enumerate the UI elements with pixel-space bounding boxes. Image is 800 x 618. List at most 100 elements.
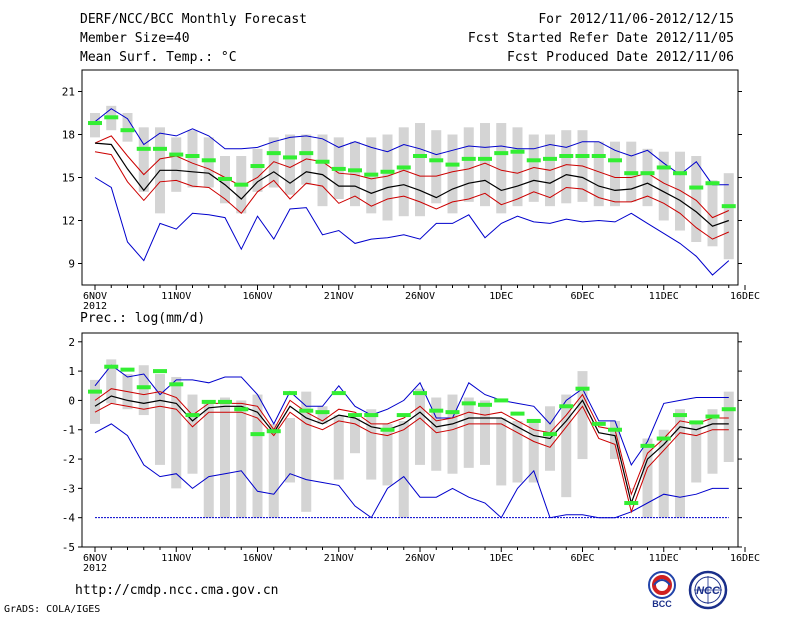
temp-ensemble-box xyxy=(675,151,685,231)
prec-obs-mark xyxy=(250,432,265,437)
prec-obs-mark xyxy=(526,418,541,423)
temp-obs-mark xyxy=(169,152,184,157)
temp-ensemble-box xyxy=(398,127,409,217)
temp-obs-mark xyxy=(234,182,249,187)
prec-ensemble-box xyxy=(691,423,702,483)
temp-ytick-label: 15 xyxy=(62,172,75,185)
bcc-logo: BCC xyxy=(638,570,686,610)
temp-obs-mark xyxy=(153,146,167,151)
temp-ensemble-box xyxy=(252,148,263,192)
prec-mean-line xyxy=(94,395,729,506)
temp-ensemble-box xyxy=(285,134,295,195)
prec-ensemble-box xyxy=(252,394,263,518)
temp-obs-mark xyxy=(283,155,297,160)
temp-ensemble-box xyxy=(447,134,458,214)
prec-ensemble-box xyxy=(707,409,718,474)
temp-obs-mark xyxy=(348,168,362,173)
temp-ensemble-box xyxy=(593,141,604,207)
prec-ytick-label: 2 xyxy=(68,336,75,349)
temp-ensemble-box xyxy=(187,130,198,188)
prec-ensemble-box xyxy=(333,415,344,480)
prec-obs-mark xyxy=(445,410,460,415)
temp-obs-mark xyxy=(250,164,265,169)
prec-obs-mark xyxy=(364,413,379,418)
prec-obs-mark xyxy=(689,420,704,425)
prec-xtick-label: 6NOV xyxy=(83,553,107,564)
prec-obs-mark xyxy=(624,501,639,506)
prec-obs-mark xyxy=(478,402,492,407)
ncc-logo-text: NCC xyxy=(696,585,721,597)
prec-obs-mark xyxy=(396,413,411,418)
prec-obs-mark xyxy=(331,391,346,396)
prec-ensemble-box xyxy=(512,420,523,483)
prec-obs-mark xyxy=(673,413,687,418)
prec-obs-mark xyxy=(136,385,151,390)
prec-ensemble-box xyxy=(447,394,458,474)
temp-ensemble-box xyxy=(610,141,620,207)
temp-obs-mark xyxy=(705,181,720,186)
temp-ensemble-box xyxy=(561,130,572,204)
prec-ensemble-box xyxy=(236,400,247,518)
temp-ensemble-box xyxy=(512,127,523,207)
temp-ensemble-box xyxy=(317,134,328,207)
prec-obs-mark xyxy=(315,410,330,415)
temp-ensemble-box xyxy=(301,134,312,185)
temp-obs-mark xyxy=(510,149,525,154)
temp-obs-mark xyxy=(478,156,492,161)
prec-obs-mark xyxy=(413,391,427,396)
temp-obs-mark xyxy=(461,156,476,161)
prec-ensemble-box xyxy=(480,400,490,465)
prec-xtick-label: 1DEC xyxy=(489,553,513,564)
source-url[interactable]: http://cmdp.ncc.cma.gov.cn xyxy=(75,583,279,598)
temp-xtick-label: 16DEC xyxy=(730,291,760,302)
temp-obs-mark xyxy=(673,171,687,176)
prec-obs-mark xyxy=(153,369,167,374)
prec-ensemble-box xyxy=(220,397,230,518)
prec-obs-mark xyxy=(283,391,297,396)
temp-xtick-label: 21NOV xyxy=(324,291,354,302)
prec-ensemble-box xyxy=(431,397,442,471)
prec-ensemble-box xyxy=(155,374,165,465)
temp-ensemble-box xyxy=(138,127,149,192)
prec-obs-mark xyxy=(705,414,720,419)
temp-obs-mark xyxy=(88,121,102,126)
prec-ensemble-box xyxy=(285,418,295,483)
temp-obs-mark xyxy=(445,162,460,167)
prec-obs-mark xyxy=(494,398,509,403)
prec-ytick-label: 0 xyxy=(68,394,75,407)
prec-obs-mark xyxy=(185,413,200,418)
temp-obs-mark xyxy=(559,154,574,158)
prec-ensemble-box xyxy=(658,429,669,518)
temp-ytick-label: 12 xyxy=(62,215,75,228)
prec-obs-mark xyxy=(234,407,249,412)
temp-ensemble-box xyxy=(528,134,539,202)
temp-obs-mark xyxy=(494,151,509,156)
temp-ensemble-box xyxy=(268,137,279,188)
temp-ytick-label: 9 xyxy=(68,258,75,271)
temp-ensemble-box xyxy=(431,130,442,204)
prec-ensemble-box xyxy=(301,391,312,512)
prec-obs-mark xyxy=(201,399,216,404)
temp-obs-mark xyxy=(136,146,151,151)
temp-xtick-label: 6NOV xyxy=(83,291,107,302)
temp-ensemble-box xyxy=(382,134,393,221)
temp-obs-mark xyxy=(575,154,590,158)
prec-xtick-year: 2012 xyxy=(83,563,107,574)
temp-min-line xyxy=(94,177,730,276)
prec-xtick-label: 16DEC xyxy=(730,553,760,564)
prec-obs-mark xyxy=(575,386,590,391)
prec-obs-mark xyxy=(120,367,135,372)
temp-ensemble-box xyxy=(642,148,653,207)
prec-xtick-label: 11NOV xyxy=(161,553,191,564)
prec-obs-mark xyxy=(559,404,574,409)
prec-obs-mark xyxy=(299,408,314,413)
grads-credit: GrADS: COLA/IGES xyxy=(4,604,101,615)
temp-obs-mark xyxy=(120,128,135,133)
temp-lower-line xyxy=(94,151,729,240)
prec-ensemble-box xyxy=(203,400,214,518)
temp-xtick-label: 11DEC xyxy=(649,291,679,302)
prec-max-line xyxy=(94,364,729,466)
forecast-started-label: Fcst Started Refer Date 2012/11/05 xyxy=(467,31,734,46)
temp-ensemble-box xyxy=(691,156,702,242)
